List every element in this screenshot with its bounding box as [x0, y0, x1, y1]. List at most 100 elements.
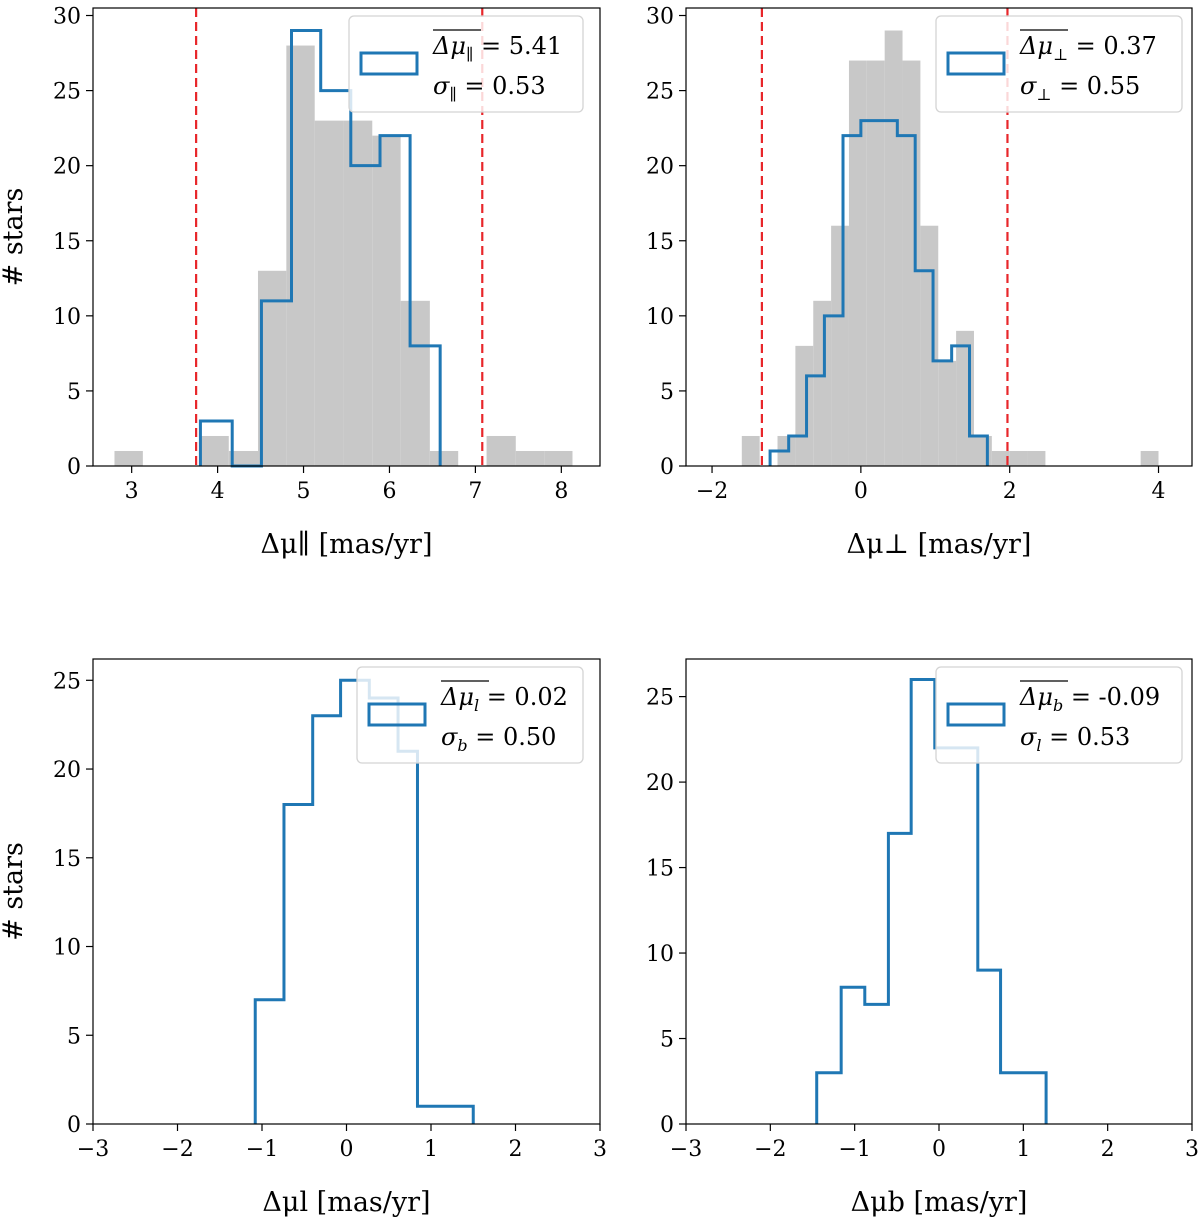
- legend-box: [935, 15, 1183, 113]
- x-tick-label: 5: [297, 479, 311, 504]
- x-tick-label: −1: [246, 1137, 278, 1162]
- legend-sigma-value: = 0.50: [468, 723, 557, 751]
- y-tick-label: 10: [53, 936, 81, 961]
- gray-bar: [973, 435, 992, 466]
- gray-histogram: [741, 30, 1159, 467]
- gray-bar: [848, 60, 867, 467]
- legend-sigma-text: σb = 0.50: [441, 723, 556, 755]
- gray-bar: [795, 345, 814, 466]
- gray-bar: [314, 120, 344, 466]
- gray-bar: [200, 435, 229, 466]
- y-tick-label: 25: [646, 686, 674, 711]
- legend-swatch: [359, 51, 419, 76]
- y-tick-label: 30: [646, 5, 674, 30]
- gray-bar: [741, 435, 760, 466]
- x-tick-label: −3: [670, 1137, 702, 1162]
- y-tick-label: 25: [53, 80, 81, 105]
- legend-sigma-value: = 0.55: [1051, 72, 1140, 100]
- y-tick-label: 5: [67, 380, 81, 405]
- gray-bar: [938, 360, 957, 466]
- step-histogram: [768, 119, 989, 466]
- y-tick-label: 5: [67, 1024, 81, 1049]
- gray-bar: [486, 435, 516, 466]
- y-tick-label: 10: [646, 942, 674, 967]
- x-tick-label: 1: [424, 1137, 438, 1162]
- legend-mean-text: Δμb = -0.09: [1019, 683, 1160, 715]
- gray-bar: [920, 225, 939, 466]
- legend-mean-text: Δμl = 0.02: [440, 683, 568, 715]
- gray-bar: [902, 60, 921, 467]
- legend: Δμ⊥ = 0.37σ⊥ = 0.55: [935, 15, 1183, 113]
- x-tick-label: −1: [838, 1137, 870, 1162]
- y-tick-label: 15: [53, 847, 81, 872]
- step-histogram: [198, 29, 442, 468]
- x-tick-label: 3: [593, 1137, 607, 1162]
- gray-bar: [866, 60, 885, 467]
- gray-bar: [372, 135, 401, 466]
- legend-sigma-subscript: l: [1036, 736, 1041, 755]
- legend-sigma-value: = 0.53: [1042, 723, 1131, 751]
- gray-bar: [884, 30, 903, 466]
- x-tick-label: 0: [932, 1137, 946, 1162]
- legend-box: [935, 666, 1183, 764]
- x-tick-label: 7: [468, 479, 482, 504]
- legend-mean-subscript: l: [474, 696, 479, 715]
- gray-bar: [831, 225, 849, 466]
- gray-bar: [228, 450, 258, 466]
- y-tick-label: 20: [646, 771, 674, 796]
- legend-sigma-value: = 0.53: [457, 72, 546, 100]
- legend-mean-symbol: Δμ: [440, 683, 474, 711]
- gray-bar: [1027, 450, 1046, 466]
- y-tick-label: 10: [53, 305, 81, 330]
- legend-mean-subscript: ⊥: [1053, 45, 1068, 64]
- x-tick-label: 6: [382, 479, 396, 504]
- step-histogram: [253, 678, 475, 1124]
- y-tick-label: 20: [646, 155, 674, 180]
- legend-mean-symbol: Δμ: [432, 32, 466, 60]
- y-tick-label: 5: [660, 1028, 674, 1053]
- y-tick-label: 25: [646, 80, 674, 105]
- gray-bar: [1140, 450, 1159, 466]
- x-axis-label: Δμl [mas/yr]: [262, 1187, 430, 1218]
- gray-bar: [429, 450, 459, 466]
- y-tick-label: 0: [67, 1113, 81, 1138]
- legend-sigma-symbol: σ: [441, 723, 458, 751]
- x-tick-label: 4: [211, 479, 225, 504]
- legend-sigma-subscript: ∥: [449, 85, 456, 104]
- legend-sigma-symbol: σ: [1020, 72, 1037, 100]
- legend-box: [348, 15, 584, 113]
- legend-sigma-subscript: b: [457, 736, 467, 755]
- legend: Δμb = -0.09 σl = 0.53: [935, 666, 1183, 764]
- axes-frame: [685, 7, 1193, 467]
- y-tick-label: 15: [646, 857, 674, 882]
- x-tick-label: 2: [509, 1137, 523, 1162]
- x-tick-label: 4: [1152, 479, 1166, 504]
- legend-sigma-symbol: σ: [1020, 723, 1037, 751]
- y-tick-label: 15: [53, 230, 81, 255]
- legend-sigma-subscript: ⊥: [1036, 85, 1051, 104]
- x-tick-label: 3: [1185, 1137, 1199, 1162]
- gray-histogram: [114, 45, 573, 466]
- gray-bar: [343, 120, 373, 466]
- chart-panel-4: −3 −2 −1 0 1 2 3 0 5 10 15 20 25 Δμb [mas/yr] Δμb = -0…: [646, 658, 1199, 1218]
- x-axis-label: Δμb [mas/yr]: [851, 1187, 1028, 1218]
- y-tick-label: 10: [646, 305, 674, 330]
- x-axis-label: Δμ⊥ [mas/yr]: [847, 529, 1032, 560]
- y-tick-label: 20: [53, 758, 81, 783]
- legend-mean-text: Δμ⊥ = 0.37: [1019, 32, 1157, 64]
- x-tick-label: 0: [340, 1137, 354, 1162]
- x-tick-label: 2: [1101, 1137, 1115, 1162]
- x-tick-label: 2: [1003, 479, 1017, 504]
- legend-swatch: [946, 51, 1006, 76]
- y-tick-label: 0: [67, 455, 81, 480]
- legend: Δμ∥ = 5.41σ∥ = 0.53: [348, 15, 584, 113]
- legend: Δμl = 0.02 σb = 0.50: [356, 666, 584, 764]
- x-tick-label: 1: [1016, 1137, 1030, 1162]
- gray-bar: [400, 300, 430, 466]
- y-tick-label: 15: [646, 230, 674, 255]
- gray-bar: [956, 330, 974, 466]
- chart-panel-3: −3 −2 −1 0 1 2 3 0 5 10 15 20 25 Δμl [mas/yr] # stars Δ…: [0, 658, 607, 1218]
